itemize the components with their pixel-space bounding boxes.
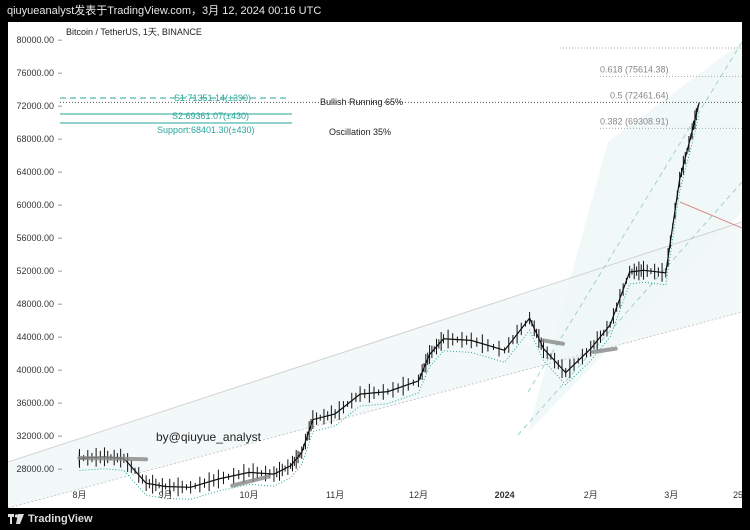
x-tick-label: 2024 (495, 490, 515, 500)
x-tick-label: 2月 (584, 490, 598, 500)
x-tick-label: 25 (733, 490, 742, 500)
s1-label: S1:71351.14(±390) (174, 93, 251, 103)
regression-channel-fill (8, 222, 742, 508)
x-tick-label: 3月 (664, 490, 678, 500)
consolidation-marker (591, 346, 618, 354)
footer-bar: TradingView (0, 508, 750, 530)
channel-lower-line (8, 311, 742, 508)
consolidation-marker (541, 338, 565, 346)
consolidation-marker (77, 455, 149, 462)
s2-label: S2:69361.07(±430) (172, 111, 249, 121)
bullish-annotation: Bullish Running 65% (320, 97, 403, 107)
x-tick-label: 12月 (409, 490, 428, 500)
y-tick-label: 68000.00 (16, 134, 54, 144)
footer-brand: TradingView (28, 513, 93, 525)
trailing-indicator-line (79, 114, 700, 500)
y-tick-label: 52000.00 (16, 266, 54, 276)
consolidation-marker (230, 474, 271, 488)
y-tick-label: 44000.00 (16, 332, 54, 342)
price-marks (77, 102, 700, 500)
fib-label-0618: 0.618 (75614.38) (600, 64, 669, 74)
y-tick-label: 80000.00 (16, 35, 54, 45)
tradingview-logo-icon (8, 514, 24, 524)
projection-line (679, 201, 742, 229)
gridlines (58, 39, 62, 470)
x-tick-label: 8月 (72, 490, 86, 500)
steep-channel-lower-line (517, 181, 742, 436)
y-tick-label: 56000.00 (16, 233, 54, 243)
x-tick-label: 11月 (326, 490, 344, 500)
symbol-title: Bitcoin / TetherUS, 1天, BINANCE (66, 27, 202, 37)
y-tick-label: 64000.00 (16, 167, 54, 177)
oscillation-annotation: Oscillation 35% (329, 127, 391, 137)
y-tick-label: 40000.00 (16, 365, 54, 375)
fib-label-05: 0.5 (72461.64) (610, 90, 669, 100)
y-tick-label: 76000.00 (16, 68, 54, 78)
publish-caption: qiuyueanalyst发表于TradingView.com，3月 12, 2… (7, 5, 322, 17)
x-tick-label: 9月 (159, 490, 173, 500)
y-tick-label: 28000.00 (16, 464, 54, 474)
y-tick-label: 48000.00 (16, 299, 54, 309)
y-tick-label: 72000.00 (16, 101, 54, 111)
price-chart[interactable]: 0.618 (75614.38) 0.5 (72461.64) 0.382 (6… (8, 22, 742, 508)
chart-panel[interactable]: 0.618 (75614.38) 0.5 (72461.64) 0.382 (6… (8, 22, 742, 508)
fib-label-0382: 0.382 (69308.91) (600, 116, 669, 126)
y-tick-label: 60000.00 (16, 200, 54, 210)
channel-upper-line (8, 221, 742, 463)
author-watermark: by@qiuyue_analyst (156, 430, 262, 444)
axis-ticks: 80000.00 76000.00 72000.00 68000.00 64000.00… (16, 35, 742, 500)
y-tick-label: 36000.00 (16, 398, 54, 408)
x-tick-label: 10月 (239, 490, 258, 500)
support-label: Support:68401.30(±430) (157, 125, 255, 135)
y-tick-label: 32000.00 (16, 431, 54, 441)
